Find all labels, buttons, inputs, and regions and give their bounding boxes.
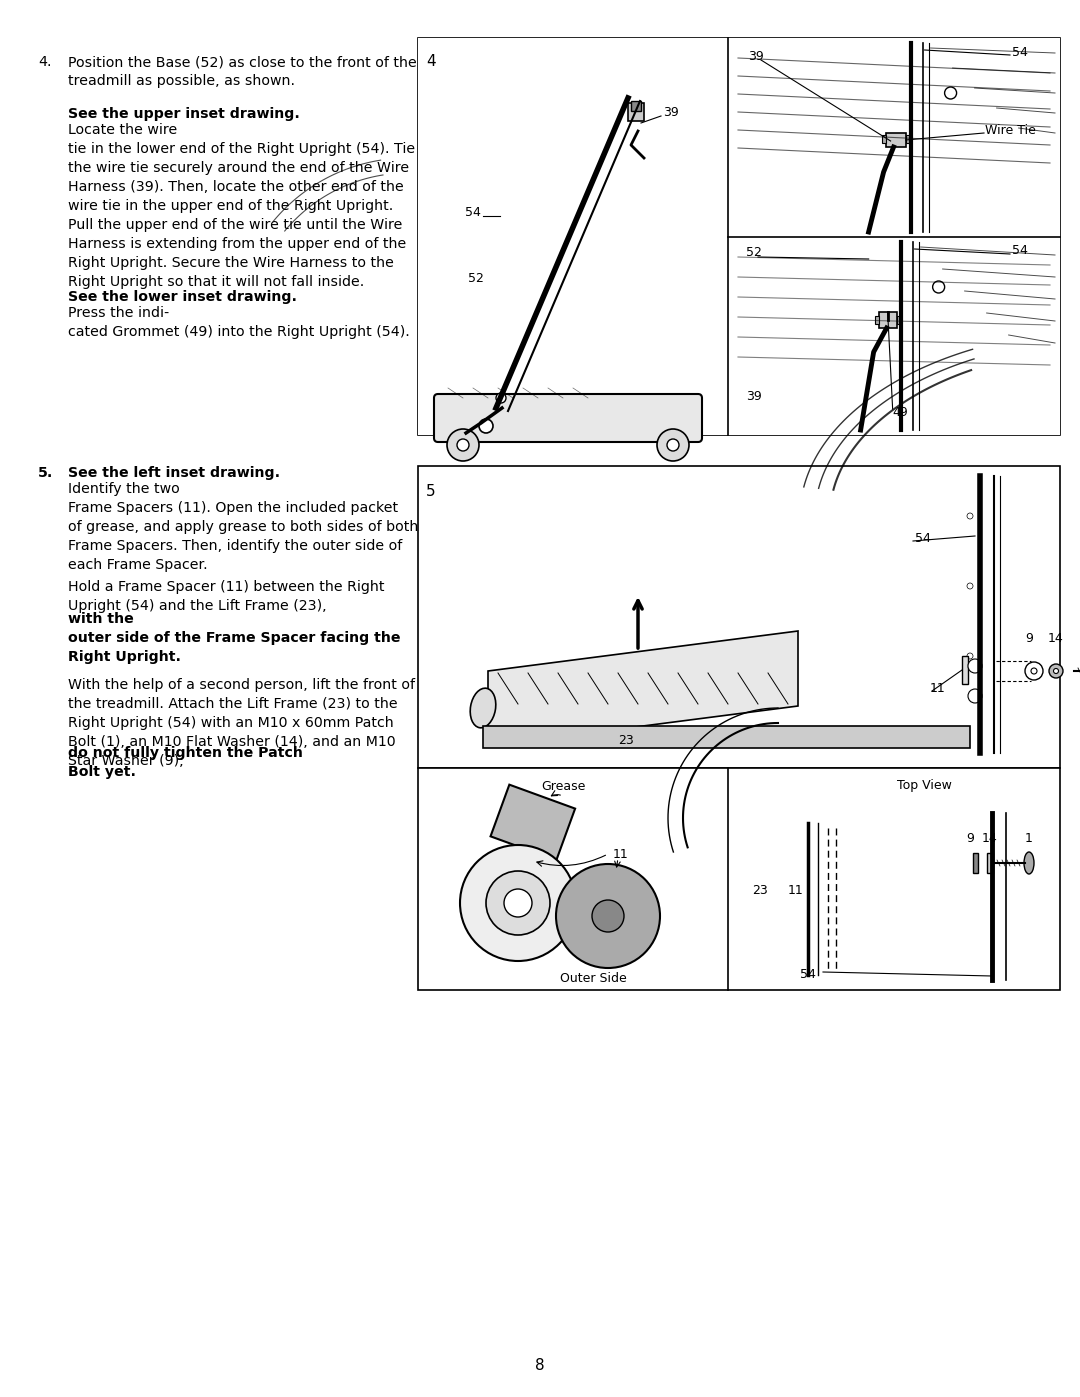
Bar (627, 103, 644, 122)
Circle shape (1053, 669, 1058, 673)
Text: 52: 52 (468, 271, 484, 285)
Text: Position the Base (52) as close to the front of the
treadmill as possible, as sh: Position the Base (52) as close to the f… (68, 54, 417, 88)
Text: 14: 14 (982, 831, 998, 845)
Text: Press the indi-
cated Grommet (49) into the Right Upright (54).: Press the indi- cated Grommet (49) into … (68, 306, 409, 339)
Circle shape (480, 419, 492, 433)
Circle shape (1031, 668, 1037, 673)
Text: 9: 9 (1025, 633, 1032, 645)
Circle shape (457, 439, 469, 451)
Text: Grease: Grease (541, 780, 585, 792)
Bar (879, 312, 896, 328)
Bar (973, 854, 978, 873)
Bar (987, 854, 993, 873)
Text: Locate the wire
tie in the lower end of the Right Upright (54). Tie
the wire tie: Locate the wire tie in the lower end of … (68, 123, 415, 289)
Text: 4.: 4. (38, 54, 52, 68)
Text: Outer Side: Outer Side (559, 971, 626, 985)
Text: 52: 52 (746, 246, 761, 260)
Bar (631, 101, 642, 110)
Text: with the
outer side of the Frame Spacer facing the
Right Upright.: with the outer side of the Frame Spacer … (68, 612, 401, 664)
Text: See the lower inset drawing.: See the lower inset drawing. (68, 291, 297, 305)
Text: 54: 54 (915, 531, 931, 545)
Text: See the left inset drawing.: See the left inset drawing. (68, 467, 280, 481)
Circle shape (968, 689, 982, 703)
Circle shape (460, 845, 576, 961)
Text: 1: 1 (1025, 831, 1032, 845)
Circle shape (496, 393, 507, 402)
Text: do not fully tighten the Patch
Bolt yet.: do not fully tighten the Patch Bolt yet. (68, 746, 302, 780)
Bar (881, 136, 886, 142)
Text: Identify the two
Frame Spacers (11). Open the included packet
of grease, and app: Identify the two Frame Spacers (11). Ope… (68, 482, 418, 571)
Circle shape (504, 888, 532, 916)
Text: 49: 49 (893, 407, 908, 419)
Bar (418, 38, 1059, 434)
Circle shape (1049, 664, 1063, 678)
Bar (962, 657, 968, 685)
Circle shape (556, 863, 660, 968)
Text: 39: 39 (748, 49, 764, 63)
Bar (483, 726, 970, 747)
Polygon shape (488, 631, 798, 746)
Text: 8: 8 (536, 1358, 544, 1372)
Text: 54: 54 (465, 207, 481, 219)
Text: Hold a Frame Spacer (11) between the Right
Upright (54) and the Lift Frame (23),: Hold a Frame Spacer (11) between the Rig… (68, 580, 384, 613)
Circle shape (667, 439, 679, 451)
Ellipse shape (1024, 852, 1034, 875)
Bar (875, 316, 879, 324)
Bar (896, 316, 901, 324)
Circle shape (933, 281, 945, 293)
Text: 9: 9 (967, 831, 974, 845)
Text: 23: 23 (753, 883, 768, 897)
Bar (886, 133, 906, 147)
Circle shape (447, 429, 480, 461)
Bar (728, 38, 1059, 237)
Polygon shape (490, 785, 576, 861)
Text: With the help of a second person, lift the front of
the treadmill. Attach the Li: With the help of a second person, lift t… (68, 678, 415, 768)
Text: 4: 4 (426, 54, 435, 68)
Bar (418, 768, 1059, 990)
Bar (418, 38, 728, 434)
Circle shape (945, 87, 957, 99)
Text: 11: 11 (930, 682, 946, 694)
Text: See the upper inset drawing.: See the upper inset drawing. (68, 108, 300, 122)
Text: 23: 23 (618, 735, 634, 747)
Text: 5.: 5. (38, 467, 53, 481)
Circle shape (486, 870, 550, 935)
Text: 14: 14 (1048, 633, 1064, 645)
Text: 54: 54 (1012, 244, 1028, 257)
Bar (418, 467, 1059, 768)
Text: 39: 39 (746, 391, 761, 404)
Circle shape (968, 659, 982, 673)
Text: 54: 54 (1012, 46, 1028, 59)
Text: 39: 39 (663, 106, 678, 120)
Bar (728, 237, 1059, 434)
Circle shape (657, 429, 689, 461)
Bar (906, 136, 909, 142)
Text: 54: 54 (800, 968, 815, 981)
Text: 5: 5 (426, 483, 435, 499)
Ellipse shape (470, 689, 496, 728)
Text: Wire Tie: Wire Tie (985, 123, 1036, 137)
Text: 11: 11 (613, 848, 629, 861)
Text: 11: 11 (787, 883, 804, 897)
Circle shape (592, 900, 624, 932)
Circle shape (1025, 662, 1043, 680)
Text: Top View: Top View (896, 780, 951, 792)
FancyBboxPatch shape (434, 394, 702, 441)
